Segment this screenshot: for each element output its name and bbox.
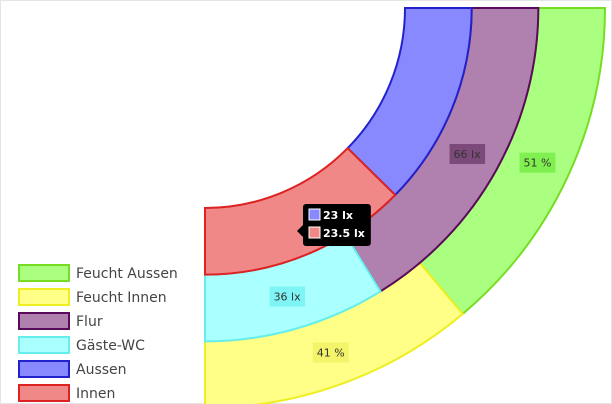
legend-label: Feucht Innen — [76, 290, 167, 306]
tooltip: 23 lx 23.5 lx — [297, 204, 371, 246]
data-label-text: 41 % — [317, 346, 345, 359]
tooltip-swatch — [308, 226, 321, 239]
data-label-text: 51 % — [523, 157, 551, 170]
legend-swatch — [18, 288, 70, 306]
data-label: 36 lx — [269, 286, 306, 307]
data-label-text: 66 lx — [454, 148, 482, 161]
legend-label: Flur — [76, 314, 103, 330]
data-label-bg — [519, 152, 556, 173]
data-label-bg — [269, 286, 306, 307]
tooltip-swatch — [308, 208, 321, 221]
data-label-text: 36 lx — [274, 291, 302, 304]
tooltip-text: 23 lx — [323, 209, 353, 222]
tooltip-arrow — [297, 225, 303, 237]
legend-swatch — [18, 384, 70, 402]
legend-label: Innen — [76, 386, 115, 402]
legend-swatch — [18, 312, 70, 330]
legend-swatch — [18, 360, 70, 378]
tooltip-text: 23.5 lx — [323, 227, 365, 240]
data-label: 41 % — [312, 342, 349, 363]
data-label-bg — [449, 143, 486, 164]
legend-swatch — [18, 264, 70, 282]
legend-label: Aussen — [76, 362, 127, 378]
legend-swatch — [18, 336, 70, 354]
data-label: 51 % — [519, 152, 556, 173]
data-label-bg — [312, 342, 349, 363]
data-label: 66 lx — [449, 143, 486, 164]
legend-label: Gäste-WC — [76, 338, 145, 354]
legend-label: Feucht Aussen — [76, 266, 178, 282]
